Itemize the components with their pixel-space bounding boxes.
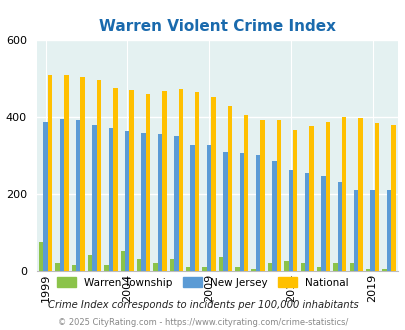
Legend: Warren Township, New Jersey, National: Warren Township, New Jersey, National: [57, 278, 348, 288]
Bar: [153, 263, 158, 271]
Bar: [267, 263, 272, 271]
Bar: [390, 125, 394, 271]
Bar: [333, 263, 337, 271]
Bar: [96, 80, 101, 271]
Bar: [169, 259, 174, 271]
Bar: [104, 265, 109, 271]
Bar: [211, 97, 215, 271]
Bar: [365, 269, 369, 271]
Bar: [185, 267, 190, 271]
Text: Crime Index corresponds to incidents per 100,000 inhabitants: Crime Index corresponds to incidents per…: [47, 300, 358, 310]
Bar: [223, 152, 227, 271]
Bar: [227, 106, 231, 271]
Bar: [239, 153, 243, 271]
Bar: [251, 269, 255, 271]
Bar: [288, 171, 292, 271]
Bar: [76, 120, 80, 271]
Bar: [325, 122, 329, 271]
Bar: [243, 115, 248, 271]
Bar: [174, 136, 178, 271]
Bar: [304, 173, 309, 271]
Bar: [48, 76, 52, 271]
Bar: [369, 190, 374, 271]
Bar: [206, 145, 211, 271]
Bar: [386, 190, 390, 271]
Bar: [129, 90, 134, 271]
Bar: [202, 267, 206, 271]
Bar: [276, 120, 280, 271]
Bar: [80, 77, 85, 271]
Bar: [320, 176, 325, 271]
Bar: [284, 261, 288, 271]
Bar: [374, 123, 378, 271]
Bar: [349, 263, 353, 271]
Bar: [178, 89, 183, 271]
Bar: [309, 126, 313, 271]
Title: Warren Violent Crime Index: Warren Violent Crime Index: [98, 19, 335, 34]
Bar: [255, 155, 260, 271]
Bar: [39, 242, 43, 271]
Bar: [292, 130, 297, 271]
Bar: [109, 128, 113, 271]
Bar: [382, 269, 386, 271]
Bar: [88, 255, 92, 271]
Bar: [136, 259, 141, 271]
Bar: [234, 267, 239, 271]
Bar: [300, 263, 304, 271]
Bar: [194, 92, 199, 271]
Bar: [190, 145, 194, 271]
Bar: [43, 122, 48, 271]
Bar: [71, 265, 76, 271]
Bar: [341, 116, 345, 271]
Bar: [92, 125, 96, 271]
Bar: [353, 190, 358, 271]
Bar: [316, 267, 320, 271]
Bar: [60, 118, 64, 271]
Bar: [113, 88, 117, 271]
Bar: [120, 251, 125, 271]
Bar: [64, 76, 68, 271]
Bar: [337, 182, 341, 271]
Bar: [125, 131, 129, 271]
Text: © 2025 CityRating.com - https://www.cityrating.com/crime-statistics/: © 2025 CityRating.com - https://www.city…: [58, 318, 347, 327]
Bar: [358, 118, 362, 271]
Bar: [218, 257, 223, 271]
Bar: [55, 263, 60, 271]
Bar: [141, 133, 145, 271]
Bar: [158, 134, 162, 271]
Bar: [260, 120, 264, 271]
Bar: [162, 91, 166, 271]
Bar: [145, 93, 150, 271]
Bar: [272, 161, 276, 271]
